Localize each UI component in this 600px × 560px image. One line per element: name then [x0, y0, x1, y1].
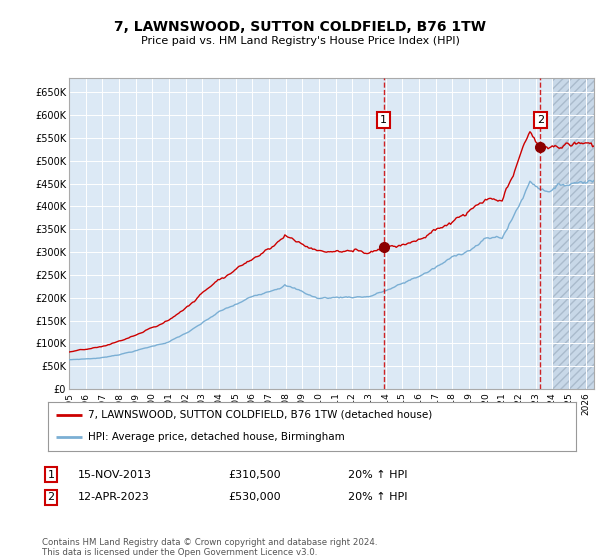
Text: 2: 2	[537, 115, 544, 125]
Text: Contains HM Land Registry data © Crown copyright and database right 2024.
This d: Contains HM Land Registry data © Crown c…	[42, 538, 377, 557]
Text: 2: 2	[47, 492, 55, 502]
Text: £310,500: £310,500	[228, 470, 281, 480]
Text: Price paid vs. HM Land Registry's House Price Index (HPI): Price paid vs. HM Land Registry's House …	[140, 36, 460, 46]
Text: 1: 1	[47, 470, 55, 480]
Text: 1: 1	[380, 115, 387, 125]
Text: 20% ↑ HPI: 20% ↑ HPI	[348, 470, 407, 480]
Text: 7, LAWNSWOOD, SUTTON COLDFIELD, B76 1TW (detached house): 7, LAWNSWOOD, SUTTON COLDFIELD, B76 1TW …	[88, 410, 432, 420]
Text: £530,000: £530,000	[228, 492, 281, 502]
Text: 15-NOV-2013: 15-NOV-2013	[78, 470, 152, 480]
Text: 20% ↑ HPI: 20% ↑ HPI	[348, 492, 407, 502]
Text: 7, LAWNSWOOD, SUTTON COLDFIELD, B76 1TW: 7, LAWNSWOOD, SUTTON COLDFIELD, B76 1TW	[114, 20, 486, 34]
Bar	[553, 78, 594, 389]
Text: 12-APR-2023: 12-APR-2023	[78, 492, 150, 502]
Text: HPI: Average price, detached house, Birmingham: HPI: Average price, detached house, Birm…	[88, 432, 344, 442]
